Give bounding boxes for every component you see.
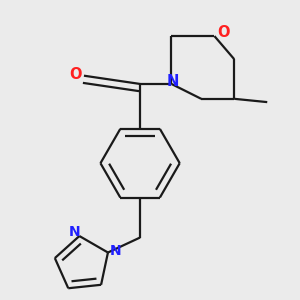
Text: O: O xyxy=(69,67,82,82)
Text: N: N xyxy=(69,225,80,239)
Text: N: N xyxy=(110,244,121,258)
Text: N: N xyxy=(167,74,179,89)
Text: O: O xyxy=(218,25,230,40)
